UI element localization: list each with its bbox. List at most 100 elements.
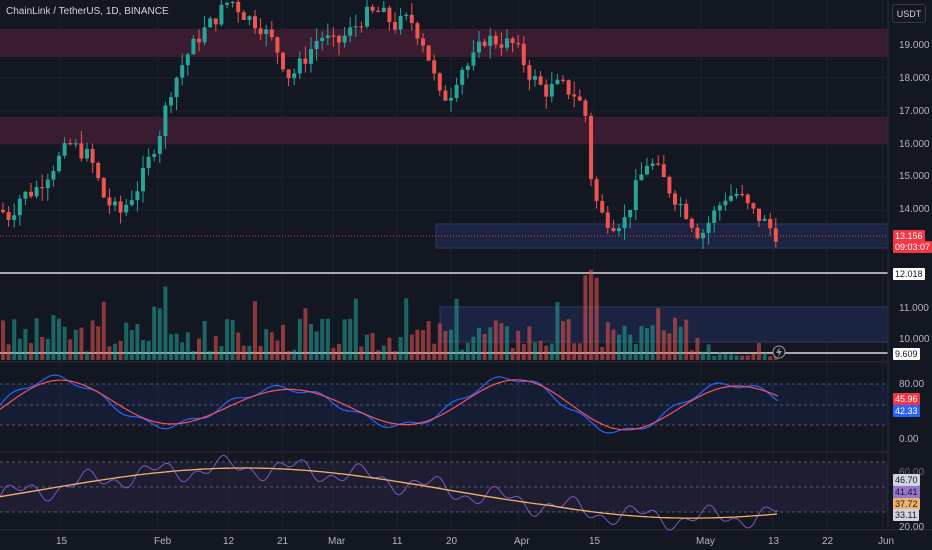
time-label: Feb [154,536,172,547]
candle-body [174,77,179,98]
time-label: 15 [589,536,601,547]
volume-bar [426,321,431,360]
candle-body [471,52,476,66]
candle-body [432,60,437,74]
volume-bar [381,345,386,360]
price-tick: 19.000 [899,40,930,51]
horizontal-line-tag[interactable]: 12.018 [893,268,925,280]
osc2-ma-line [0,467,778,519]
candle-body [527,65,532,80]
volume-bar [157,308,162,360]
volume-bar [219,345,224,360]
candle-body [768,218,773,229]
candle-body [57,155,61,172]
time-label: May [696,536,715,547]
volume-bar [146,340,151,360]
volume-bar [107,346,112,360]
volume-bar [404,298,409,360]
volume-bar [740,355,745,360]
volume-bar [516,330,521,360]
resistance-zone [0,29,888,57]
symbol-header[interactable]: ChainLink / TetherUS, 1D, BINANCE [6,6,169,17]
candle-body [34,187,39,197]
candle-body [594,179,599,201]
volume-bar [197,338,201,360]
candle-body [124,204,129,213]
volume-bar [723,354,728,360]
volume-bar [57,318,61,360]
volume-bar [482,333,487,360]
resistance-zone [0,117,888,144]
volume-bar [230,320,235,360]
volume-bar [499,323,504,360]
candle-body [325,35,330,38]
volume-bar [712,355,717,360]
price-tick: 11.000 [899,303,929,314]
volume-bar [141,339,145,360]
candle-body [241,12,246,20]
volume-bar [706,344,711,360]
time-label: 20 [446,536,458,547]
candle-body [236,1,241,13]
candle-body [678,203,683,206]
candle-body [163,105,168,137]
candle-body [365,6,369,27]
volume-bar [191,351,196,360]
candle-body [757,208,761,221]
candle-body [533,76,537,80]
candle-body [286,69,291,79]
candle-body [460,69,465,85]
volume-bar [555,302,560,360]
volume-bar [471,336,476,360]
volume-bar [605,322,610,360]
volume-bar [90,320,95,360]
volume-bar [163,286,168,360]
volume-bar [320,319,325,360]
candle-body [421,38,425,46]
candle-body [359,26,364,28]
volume-bar [544,345,549,360]
candle-body [773,228,778,242]
candle-body [611,227,616,232]
candle-body [717,205,722,211]
volume-bar [365,334,369,360]
volume-bar [639,325,644,360]
volume-bar [701,351,705,360]
candle-body [169,97,173,106]
candle-body [12,215,17,220]
candle-body [398,16,403,30]
volume-bar [6,344,11,360]
candle-body [521,43,526,66]
volume-bar [398,337,403,360]
candle-body [62,143,67,156]
volume-bar [768,356,773,360]
volume-bar [549,343,554,360]
time-label: 15 [56,536,68,547]
candle-body [275,37,280,53]
candle-body [712,210,717,223]
volume-bar [650,325,655,360]
time-label: 22 [822,536,834,547]
horizontal-line-tag[interactable]: 9.609 [893,348,920,360]
volume-bar [17,338,22,360]
candle-body [292,73,297,79]
volume-bar [717,352,722,360]
candle-body [645,165,649,175]
volume-bar [236,332,241,360]
currency-button[interactable]: USDT [892,4,926,23]
price-tick: 17.000 [899,106,930,117]
candle-body [370,6,375,11]
volume-bar [762,352,767,360]
candle-body [197,38,201,43]
osc1-d-value: 42.33 [893,405,920,417]
candle-body [589,115,593,180]
candle-body [538,76,543,85]
candle-body [477,41,481,53]
volume-bar [253,301,257,360]
osc2-rsi-line [0,454,779,531]
candle-body [73,143,78,145]
volume-bar [292,349,297,360]
volume-bar [325,318,330,360]
price-tick: 10.000 [899,334,930,345]
